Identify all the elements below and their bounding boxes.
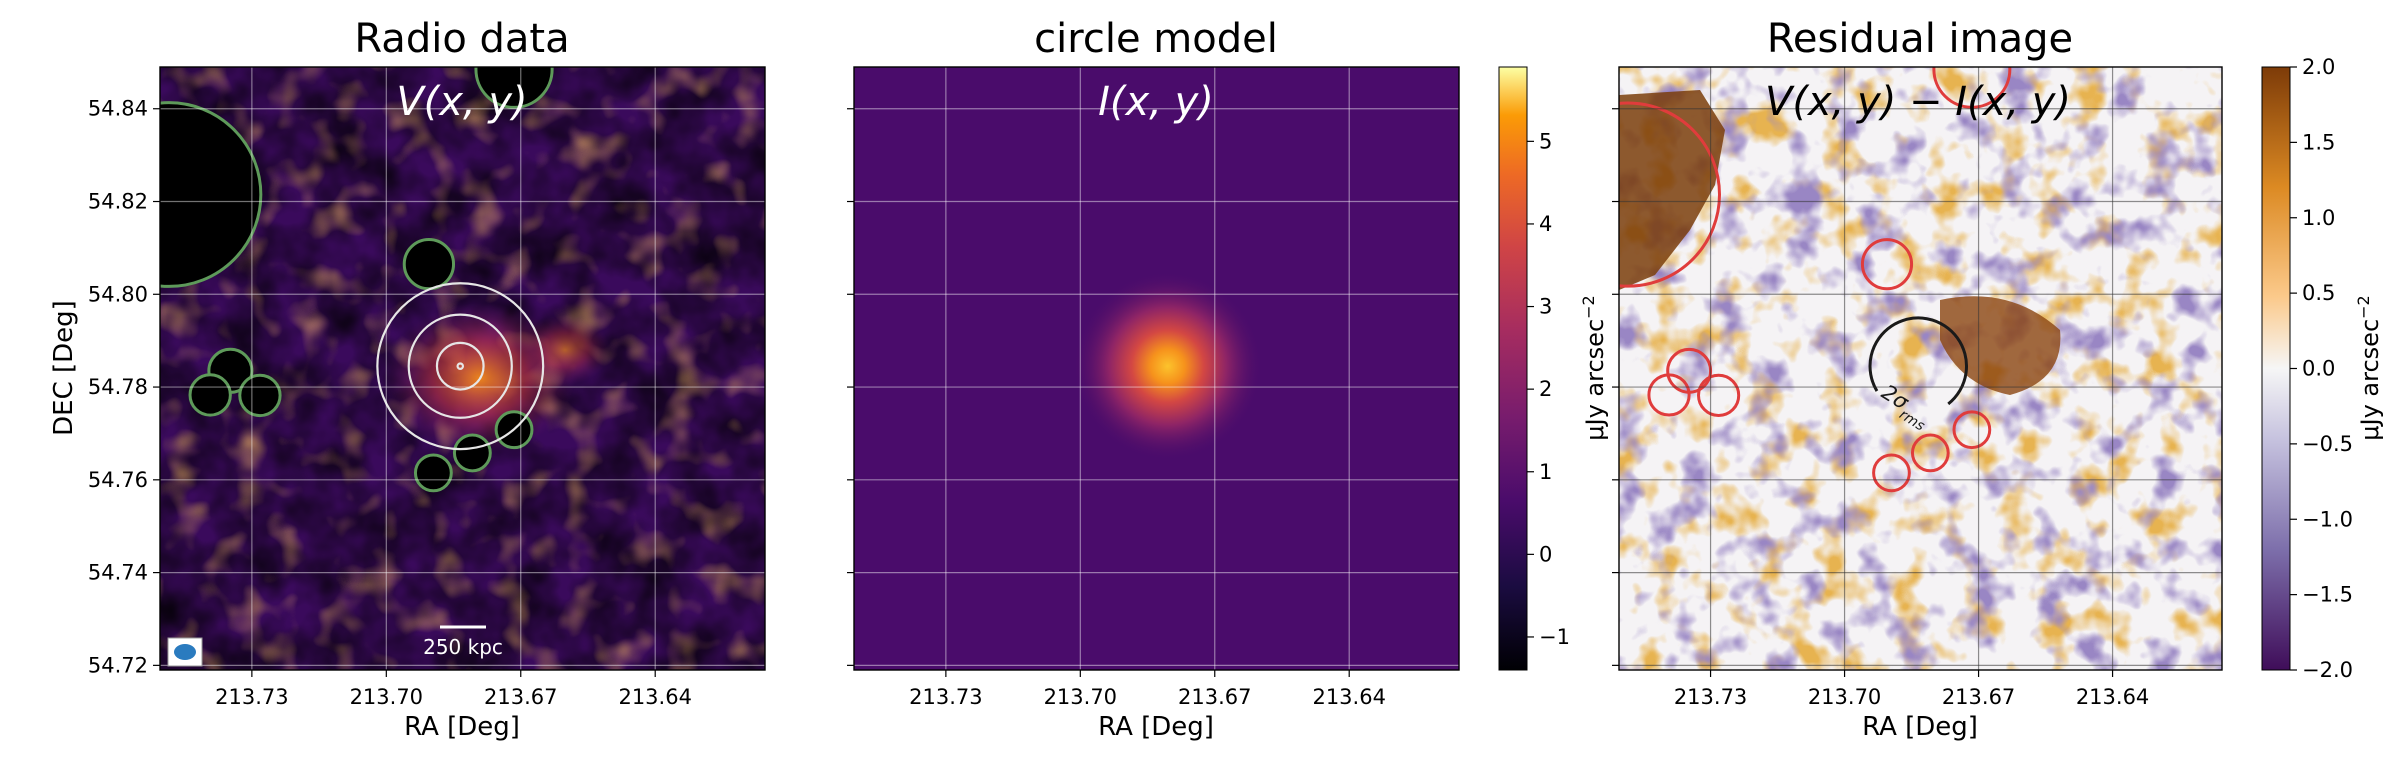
x-tick-label: 213.67 [1178,685,1251,709]
scalebar-label: 250 kpc [423,635,503,659]
masked-source [413,453,453,493]
masked-sources [160,67,554,493]
panel1-grid [160,67,765,670]
colorbar-tick-label: 5 [1539,129,1552,153]
panel-radio-data: Radio data V(x, y) 250 kpc 213.73 213.70 2… [49,16,766,742]
annular-rings [376,282,545,451]
y-tick-label: 54.82 [88,190,148,214]
x-tick-label: 213.64 [618,685,691,709]
colorbar-model-ticks: 5 4 3 2 1 0 −1 [1527,129,1570,649]
panel2-xlabel: RA [Deg] [1098,712,1214,742]
colorbar-tick-label: −1 [1539,625,1570,649]
masked-sources [1619,67,2012,493]
colorbar-residual-label: μJy arcsec−2 [2354,295,2385,440]
colorbar-tick-label: −1.0 [2302,507,2353,531]
panel1-y-ticks: 54.84 54.82 54.80 54.78 54.76 54.74 54.72 [88,97,160,677]
annulus-ring [435,341,485,391]
y-tick-label: 54.84 [88,97,148,121]
masked-source [1872,453,1911,493]
x-tick-label: 213.67 [1942,685,2015,709]
masked-source [188,373,232,417]
masked-source [1910,433,1950,473]
panel2-inner-label: I(x, y) [1098,79,1214,125]
model-blob [1072,271,1263,462]
panel-residual: Residual image V(x, y) − I(x, y) 2σrms 2… [1612,16,2385,742]
masked-source [238,373,282,418]
annulus-ring [376,282,545,451]
x-tick-label: 213.73 [215,685,288,709]
panel1-x-ticks: 213.73 213.70 213.67 213.64 [215,670,692,709]
x-tick-label: 213.70 [1808,685,1881,709]
panel1-image [160,67,765,670]
y-tick-label: 54.76 [88,468,148,492]
masked-source [160,101,263,288]
masked-source [1932,67,2012,109]
panel3-xlabel: RA [Deg] [1862,712,1978,742]
colorbar-tick-label: 1 [1539,460,1552,484]
x-tick-label: 213.73 [1674,685,1747,709]
y-tick-label: 54.72 [88,653,148,677]
x-tick-label: 213.64 [1312,685,1385,709]
x-tick-label: 213.70 [350,685,423,709]
colorbar-tick-label: 1.5 [2302,130,2335,154]
colorbar-tick-label: 1.0 [2302,206,2335,230]
x-tick-label: 213.70 [1044,685,1117,709]
panel3-y-ticks [1612,108,1619,666]
panel2-image [854,67,1459,670]
colorbar-tick-label: −2.0 [2302,658,2353,682]
panel3-x-ticks: 213.73 213.70 213.67 213.64 [1674,670,2149,709]
y-tick-label: 54.80 [88,282,148,306]
colorbar-tick-label: 3 [1539,295,1552,319]
colorbar-tick-label: 2 [1539,377,1552,401]
colorbar-tick-label: 0.0 [2302,357,2335,381]
colorbar-tick-label: 2.0 [2302,55,2335,79]
y-tick-label: 54.74 [88,561,148,585]
masked-source [452,433,492,473]
masked-source [1860,238,1914,291]
colorbar-model-label: μJy arcsec−2 [1579,295,1610,440]
masked-source [402,237,456,291]
colorbar-tick-label: −0.5 [2302,432,2353,456]
beam-ellipse [174,644,196,660]
x-tick-label: 213.73 [909,685,982,709]
panel2-x-ticks: 213.73 213.70 213.67 213.64 [909,670,1386,709]
panel3-grid [1619,67,2222,670]
masked-source [474,67,554,109]
panel1-title: Radio data [354,16,569,62]
colorbar-model [1498,66,1528,671]
masked-source [1952,410,1992,450]
panel1-inner-label: V(x, y) [396,79,527,125]
panel3-title: Residual image [1767,16,2073,62]
panel2-title: circle model [1034,16,1278,62]
annulus-ring [407,313,513,419]
masked-source [1697,373,1741,418]
colorbar-residual-ticks: 2.0 1.5 1.0 0.5 0.0 −0.5 −1.0 −1.5 −2.0 [2290,55,2353,682]
colorbar-tick-label: 0 [1539,542,1552,566]
panel2-grid [854,67,1459,670]
panel2-y-ticks [847,108,854,666]
y-tick-label: 54.78 [88,375,148,399]
masked-source [1619,101,1721,288]
colorbar-residual [2261,66,2291,671]
annulus-ring [456,362,465,370]
colorbar-tick-label: −1.5 [2302,583,2353,607]
x-tick-label: 213.67 [484,685,557,709]
contour-2sigma [1868,316,1968,406]
beam-box [167,637,203,667]
panel1-xlabel: RA [Deg] [404,712,520,742]
x-tick-label: 213.64 [2076,685,2149,709]
panel-circle-model: circle model I(x, y) 213.73 213.70 213.67 2… [847,16,1609,742]
panel3-image [1619,67,2222,670]
colorbar-tick-label: 0.5 [2302,281,2335,305]
colorbar-tick-label: 4 [1539,212,1552,236]
masked-source [1647,373,1691,417]
panel1-ylabel: DEC [Deg] [49,300,79,436]
panel3-inner-label: V(x, y) − I(x, y) [1765,79,2071,125]
